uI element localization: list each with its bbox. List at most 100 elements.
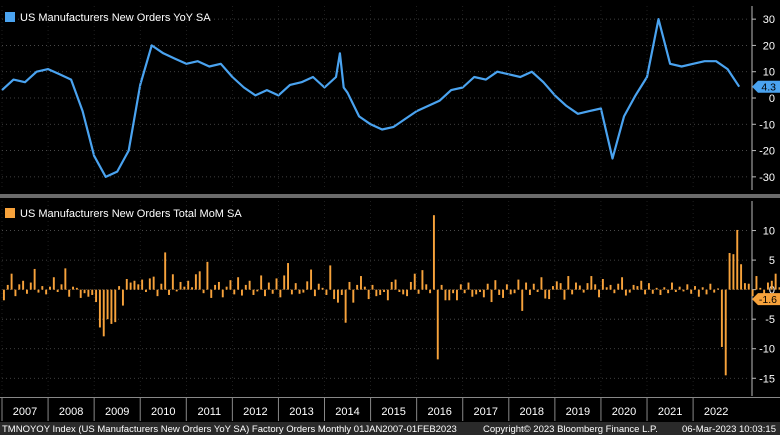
mom-bar <box>663 287 666 290</box>
mom-bar <box>106 289 109 320</box>
mom-bar <box>29 282 32 290</box>
footer-bar <box>0 422 780 435</box>
mom-bar <box>152 276 155 290</box>
yoy-y-tick-label: -20 <box>759 146 775 158</box>
x-axis-year-label: 2022 <box>704 406 728 418</box>
mom-bar <box>237 277 240 290</box>
mom-bar <box>306 281 309 290</box>
mom-bar <box>241 289 243 296</box>
mom-bar <box>755 276 758 290</box>
mom-bar <box>271 289 274 294</box>
mom-bar <box>198 271 201 290</box>
mom-bar <box>402 289 405 295</box>
mom-bar <box>482 289 485 298</box>
mom-bar <box>137 284 140 290</box>
x-axis-year-label: 2008 <box>59 406 83 418</box>
mom-bar <box>187 280 190 290</box>
mom-bar <box>275 278 278 290</box>
mom-bar <box>540 277 543 290</box>
mom-bar <box>2 289 5 301</box>
mom-bar <box>264 289 266 297</box>
mom-bar <box>386 289 389 301</box>
yoy-series-line <box>1 18 741 178</box>
mom-bar <box>724 289 727 376</box>
mom-bar <box>525 282 528 290</box>
mom-bar <box>509 289 512 295</box>
x-axis-year-label: 2011 <box>197 406 221 418</box>
mom-bar <box>221 289 224 298</box>
mom-bar <box>298 289 301 294</box>
mom-bar <box>513 289 516 294</box>
mom-bar <box>429 289 432 294</box>
mom-bar <box>632 284 635 290</box>
yoy-legend-swatch <box>5 12 15 22</box>
panel-divider <box>0 194 780 198</box>
mom-bar <box>759 287 762 290</box>
mom-bar <box>52 277 55 290</box>
mom-last-value-marker <box>752 293 780 306</box>
yoy-panel: -30 -20 -10 0 10 20 30 4.3 US Manufacturers Ne… <box>1 6 780 190</box>
mom-chart-title: US Manufacturers New Orders Total MoM SA <box>20 208 242 220</box>
mom-bar <box>613 289 616 294</box>
mom-bar <box>571 289 574 295</box>
mom-bar <box>590 276 593 290</box>
mom-bar <box>532 283 535 290</box>
mom-bar <box>697 289 700 297</box>
mom-bar <box>244 284 247 290</box>
mom-bar <box>751 289 754 297</box>
mom-bar <box>406 289 409 297</box>
mom-bar <box>536 289 539 292</box>
mom-bar <box>83 289 86 294</box>
mom-bar <box>582 289 585 293</box>
mom-bar <box>475 289 478 295</box>
mom-bar <box>686 284 689 290</box>
mom-last-value-label: -1.6 <box>759 294 777 306</box>
mom-bar <box>609 284 612 290</box>
yoy-chart-title: US Manufacturers New Orders YoY SA <box>20 12 211 24</box>
mom-bar <box>367 289 370 300</box>
footer-timestamp: 06-Mar-2023 10:03:15 <box>682 424 776 435</box>
mom-bar <box>225 286 228 290</box>
mom-bars <box>2 215 780 376</box>
mom-bar <box>432 215 435 290</box>
yoy-last-value-label: 4.3 <box>761 82 776 94</box>
mom-bar <box>517 279 520 290</box>
mom-bar <box>671 282 673 290</box>
mom-bar <box>774 273 777 290</box>
yoy-last-value-tag: 4.3 <box>752 80 780 94</box>
mom-bar <box>321 287 324 290</box>
yoy-y-tick-label: 0 <box>769 93 775 105</box>
mom-bar <box>160 283 163 290</box>
mom-bar <box>655 287 658 290</box>
mom-bar <box>705 289 708 295</box>
x-axis: 2007 2008 2009 2010 2011 2012 2013 2014 2015 2016… <box>0 6 780 421</box>
mom-bar <box>555 281 558 290</box>
mom-bar <box>290 289 293 295</box>
mom-legend: US Manufacturers New Orders Total MoM SA <box>5 208 242 220</box>
mom-bar <box>118 286 121 290</box>
mom-bar <box>79 289 82 298</box>
mom-bar <box>383 289 385 292</box>
mom-bar <box>444 289 447 301</box>
mom-bar <box>348 281 351 290</box>
x-axis-year-label: 2020 <box>612 406 636 418</box>
mom-bar <box>56 289 59 292</box>
mom-bar <box>471 289 474 297</box>
footer-source: TMNOYOY Index (US Manufacturers New Orde… <box>2 424 457 435</box>
mom-bar <box>528 289 531 295</box>
yoy-gridlines <box>2 18 747 178</box>
mom-bar <box>548 289 551 300</box>
mom-last-value-tag: -1.6 <box>752 293 780 306</box>
mom-bar <box>18 284 21 290</box>
mom-bar <box>22 280 25 290</box>
mom-bar <box>659 289 662 295</box>
mom-bar <box>770 280 773 290</box>
x-axis-year-label: 2018 <box>520 406 544 418</box>
mom-bar <box>183 286 186 290</box>
mom-bar <box>644 289 647 295</box>
mom-bar <box>440 284 443 290</box>
mom-bar <box>229 280 232 290</box>
mom-bar <box>168 289 170 295</box>
mom-bar <box>379 289 382 295</box>
mom-bar <box>398 289 401 292</box>
